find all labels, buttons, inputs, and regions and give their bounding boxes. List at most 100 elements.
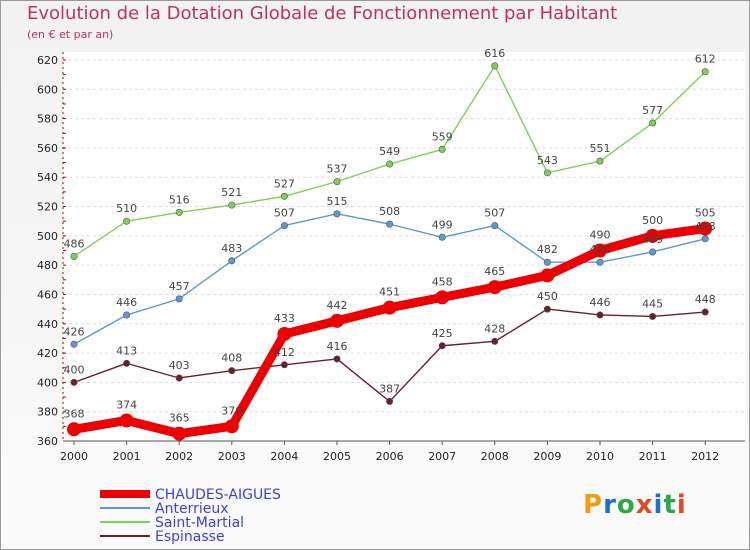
data-label: 416 bbox=[327, 340, 348, 353]
y-tick-label: 560 bbox=[37, 142, 58, 155]
data-point bbox=[593, 243, 607, 258]
data-label: 498 bbox=[695, 220, 716, 233]
data-point bbox=[333, 210, 341, 218]
y-tick-label: 520 bbox=[37, 201, 58, 214]
logo-letter: P bbox=[583, 490, 604, 520]
data-label: 448 bbox=[695, 293, 716, 306]
data-point bbox=[386, 397, 394, 405]
data-label: 482 bbox=[537, 243, 558, 256]
data-point bbox=[330, 313, 344, 328]
x-tick-label: 2010 bbox=[586, 450, 614, 463]
data-point bbox=[280, 192, 288, 200]
x-tick-label: 2009 bbox=[533, 450, 561, 463]
data-point bbox=[649, 312, 657, 320]
data-point bbox=[277, 327, 292, 342]
data-label: 505 bbox=[695, 207, 716, 220]
x-tick-label: 2007 bbox=[428, 450, 456, 463]
data-point bbox=[119, 413, 134, 428]
data-point bbox=[540, 268, 555, 283]
data-label: 507 bbox=[274, 207, 295, 220]
data-label: 543 bbox=[537, 154, 558, 167]
data-label: 612 bbox=[695, 53, 716, 66]
data-point bbox=[386, 220, 394, 228]
data-label: 577 bbox=[642, 104, 663, 117]
data-point bbox=[649, 248, 657, 256]
data-point bbox=[438, 233, 446, 241]
data-label: 433 bbox=[274, 312, 295, 325]
logo-letter: o bbox=[616, 490, 636, 520]
data-point bbox=[333, 355, 341, 363]
data-point bbox=[701, 235, 709, 243]
data-label: 408 bbox=[221, 352, 242, 365]
data-point bbox=[543, 305, 551, 313]
x-tick-label: 2008 bbox=[481, 450, 509, 463]
data-point bbox=[280, 361, 288, 369]
x-tick-label: 2005 bbox=[323, 450, 351, 463]
data-label: 442 bbox=[327, 299, 348, 312]
data-label: 483 bbox=[221, 242, 242, 255]
data-label: 551 bbox=[590, 142, 611, 155]
data-point bbox=[175, 208, 183, 216]
data-label: 516 bbox=[169, 193, 190, 206]
data-label: 515 bbox=[327, 195, 348, 208]
data-point bbox=[70, 340, 78, 348]
logo-letter: i bbox=[676, 490, 687, 520]
y-tick-label: 420 bbox=[37, 347, 58, 360]
legend-label: Saint-Martial bbox=[155, 515, 244, 531]
data-label: 428 bbox=[484, 322, 505, 335]
data-point bbox=[698, 221, 713, 236]
data-label: 412 bbox=[274, 346, 295, 359]
data-label: 446 bbox=[116, 296, 137, 309]
data-point bbox=[123, 359, 131, 367]
data-label: 482 bbox=[590, 243, 611, 256]
proxiti-logo: Proxiti bbox=[583, 490, 687, 520]
data-label: 486 bbox=[64, 237, 85, 250]
data-point bbox=[438, 145, 446, 153]
x-tick-label: 2012 bbox=[691, 450, 719, 463]
x-tick-label: 2003 bbox=[218, 450, 246, 463]
data-point bbox=[70, 252, 78, 260]
legend-label: Anterrieux bbox=[155, 501, 228, 517]
data-point bbox=[491, 222, 499, 230]
data-label: 490 bbox=[590, 229, 611, 242]
data-label: 370 bbox=[221, 404, 242, 417]
data-point bbox=[123, 311, 131, 319]
data-label: 510 bbox=[116, 202, 137, 215]
data-point bbox=[435, 290, 450, 305]
data-label: 400 bbox=[64, 363, 85, 376]
y-tick-label: 600 bbox=[37, 83, 58, 96]
data-label: 445 bbox=[642, 297, 663, 310]
data-point bbox=[596, 258, 604, 266]
y-tick-label: 380 bbox=[37, 406, 58, 419]
data-point bbox=[228, 201, 236, 209]
logo-letter: i bbox=[653, 490, 664, 520]
y-tick-label: 400 bbox=[37, 376, 58, 389]
data-label: 387 bbox=[379, 382, 400, 395]
data-point bbox=[543, 169, 551, 177]
data-label: 368 bbox=[64, 407, 85, 420]
y-tick-label: 540 bbox=[37, 171, 58, 184]
data-label: 451 bbox=[379, 286, 400, 299]
x-tick-label: 2006 bbox=[376, 450, 404, 463]
data-label: 450 bbox=[537, 290, 558, 303]
data-label: 508 bbox=[379, 205, 400, 218]
data-label: 413 bbox=[116, 344, 137, 357]
data-point bbox=[123, 217, 131, 225]
data-point bbox=[543, 258, 551, 266]
y-tick-label: 580 bbox=[37, 113, 58, 126]
chart-subtitle: (en € et par an) bbox=[27, 28, 114, 41]
x-tick-label: 2000 bbox=[60, 450, 88, 463]
y-tick-label: 360 bbox=[37, 435, 58, 448]
data-label: 425 bbox=[432, 327, 453, 340]
data-point bbox=[701, 68, 709, 76]
x-tick-label: 2004 bbox=[270, 450, 298, 463]
data-point bbox=[224, 419, 239, 434]
data-point bbox=[386, 160, 394, 168]
data-point bbox=[175, 374, 183, 382]
data-point bbox=[228, 257, 236, 265]
data-point bbox=[596, 157, 604, 165]
x-tick-label: 2011 bbox=[639, 450, 667, 463]
x-tick-label: 2001 bbox=[113, 450, 141, 463]
